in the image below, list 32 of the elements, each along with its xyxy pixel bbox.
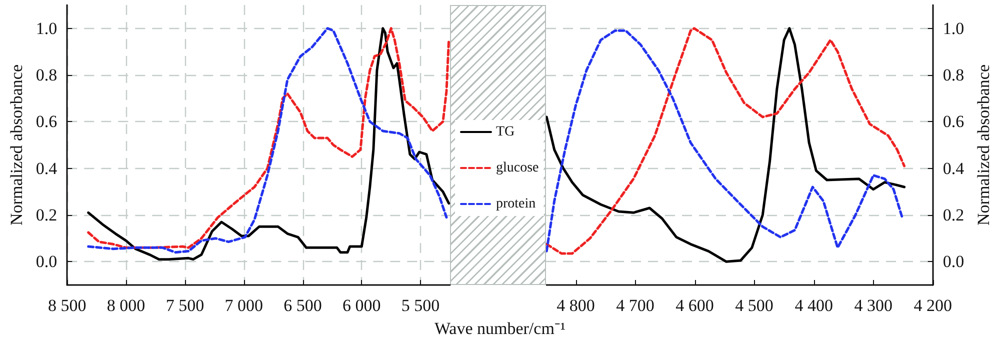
- legend-label: glucose: [496, 160, 539, 176]
- x-tick-label: 4 600: [676, 296, 714, 315]
- x-tick-label: 7 500: [166, 296, 204, 315]
- y-tick-label: 0.4: [36, 158, 58, 178]
- y-axis-title: Normalized absorbance: [974, 64, 993, 226]
- x-tick-label: 4 400: [794, 296, 833, 315]
- y-tick-label: 0.2: [942, 206, 964, 224]
- y-tick-label: 0.4: [942, 158, 965, 178]
- x-tick-label: 7 000: [224, 296, 263, 315]
- legend-label: protein: [496, 196, 536, 212]
- x-tick-label: 8 500: [48, 296, 86, 315]
- x-tick-label: 4 300: [854, 296, 892, 315]
- x-tick-label: 6 500: [284, 296, 322, 315]
- x-tick-label: 4 700: [616, 296, 654, 315]
- y-tick-label: 0.6: [942, 112, 964, 132]
- y-tick-label: 0.2: [36, 206, 58, 224]
- x-tick-label: 6 000: [342, 296, 381, 315]
- y-tick-label: 1.0: [36, 18, 58, 38]
- y-tick-label: 1.0: [942, 18, 964, 38]
- y-tick-label: 0.8: [36, 66, 58, 84]
- x-tick-label: 4 200: [914, 296, 952, 315]
- x-tick-label: 5 500: [401, 296, 440, 315]
- x-tick-label: 8 000: [106, 296, 146, 315]
- x-tick-label: 4 500: [735, 296, 774, 315]
- y-axis-title: Normalized absorbance: [7, 64, 26, 226]
- x-tick-label: 4 800: [556, 296, 595, 315]
- y-tick-label: 0.0: [36, 252, 58, 272]
- legend-label: TG: [496, 124, 515, 140]
- y-tick-label: 0.8: [942, 66, 964, 84]
- y-tick-label: 0.0: [942, 252, 964, 272]
- y-tick-label: 0.6: [36, 112, 58, 132]
- x-axis-title: Wave number/cm⁻¹: [433, 318, 567, 339]
